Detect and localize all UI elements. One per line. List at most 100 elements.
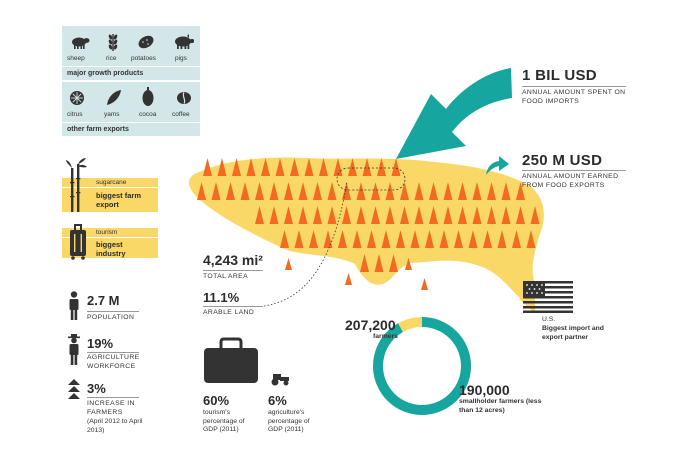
crop-triangle — [232, 158, 241, 176]
crop-triangle — [348, 158, 357, 176]
crop-triangle — [217, 158, 227, 176]
citrus-icon — [70, 91, 84, 105]
crop-triangle — [512, 230, 521, 248]
crop-triangle — [439, 230, 449, 248]
workforce-rule — [87, 352, 139, 353]
tourism-gdp-label: tourism's percentage of GDP (2011) — [203, 409, 245, 433]
total-area-label: TOTAL AREA — [203, 273, 249, 280]
workforce-label: AGRICULTURE WORKFORCE — [87, 354, 140, 370]
farm-exports-caption-bar — [62, 123, 200, 136]
farmers-label: farmers — [373, 333, 398, 340]
crop-triangle — [333, 158, 343, 176]
crop-triangle — [255, 206, 264, 224]
crop-triangle — [367, 230, 376, 248]
arable-leader-line — [263, 181, 348, 307]
crop-triangle — [338, 230, 347, 248]
island-shape — [188, 157, 544, 301]
growth-products-caption-bar — [62, 67, 200, 80]
food-exports-rule — [522, 170, 626, 171]
crop-triangle — [429, 182, 438, 200]
partner-country: U.S. — [542, 316, 556, 323]
crop-triangle — [374, 254, 384, 272]
crop-triangle — [284, 182, 293, 200]
crop-triangle — [323, 230, 333, 248]
farmers-ring — [373, 317, 471, 415]
crop-triangle — [356, 182, 366, 200]
luggage-icon — [70, 224, 86, 260]
total-area-value: 4,243 mi² — [203, 252, 263, 268]
cocoa-icon — [142, 87, 154, 106]
crop-triangle — [345, 273, 352, 285]
crop-triangle — [269, 206, 279, 224]
potato-icon — [138, 35, 154, 49]
crop-triangle — [472, 206, 482, 224]
island-map — [188, 157, 544, 301]
crop-triangle — [516, 206, 525, 224]
briefcase-icon — [204, 337, 258, 383]
sugarcane-icon — [66, 158, 87, 212]
crop-triangle — [385, 206, 395, 224]
farmers-value: 207,200 — [345, 317, 396, 333]
farmer-icon — [68, 334, 80, 365]
crop-triangle — [362, 158, 372, 176]
farmers-increase-rule — [87, 397, 139, 398]
total-area-rule — [203, 270, 263, 271]
tourism-gdp-value: 60% — [203, 393, 230, 408]
crop-triangle — [327, 182, 337, 200]
crop-triangle — [280, 230, 289, 248]
us-flag-icon — [523, 281, 573, 313]
growth-item-pigs: pigs — [175, 55, 187, 62]
crop-triangle — [356, 206, 366, 224]
arable-rule — [203, 306, 263, 307]
export-item-cocoa: cocoa — [139, 111, 157, 118]
crop-triangle — [313, 182, 322, 200]
crop-triangle — [468, 230, 478, 248]
crop-triangle — [458, 182, 467, 200]
crop-triangle — [501, 206, 511, 224]
crop-triangle — [454, 230, 463, 248]
crop-triangle — [391, 158, 401, 176]
ring-smallholder — [373, 317, 471, 415]
crop-triangle — [483, 230, 492, 248]
population-label: POPULATION — [87, 314, 135, 321]
crop-triangle — [371, 206, 380, 224]
tourism-small-bar — [62, 228, 158, 237]
crop-triangle — [203, 158, 212, 176]
sugarcane-title: biggest farm export — [96, 191, 142, 209]
crop-triangle — [275, 158, 285, 176]
tractor-icon — [271, 374, 289, 386]
crop-triangle — [410, 230, 420, 248]
food-exports-value: 250 M USD — [522, 152, 603, 169]
crop-triangle — [371, 182, 380, 200]
yam-icon — [107, 90, 121, 105]
crop-triangle — [327, 206, 337, 224]
crop-triangle — [309, 230, 318, 248]
farmers-increase-value: 3% — [87, 381, 106, 396]
crop-triangle — [487, 206, 496, 224]
crop-triangle — [421, 278, 428, 290]
pig-icon — [175, 34, 194, 49]
crop-triangle — [342, 182, 351, 200]
crop-triangle — [246, 158, 256, 176]
crop-triangle — [530, 206, 540, 224]
crop-triangle — [313, 206, 322, 224]
crop-triangle — [304, 158, 314, 176]
crop-triangle — [342, 206, 351, 224]
workforce-value: 19% — [87, 336, 114, 351]
crop-triangle — [385, 182, 395, 200]
crop-triangle — [226, 182, 235, 200]
crop-triangle — [352, 230, 362, 248]
crop-triangle — [294, 230, 304, 248]
crop-triangle — [255, 182, 264, 200]
crop-triangle — [414, 206, 424, 224]
sheep-icon — [72, 37, 90, 49]
arable-label: ARABLE LAND — [203, 309, 255, 316]
crop-triangle — [360, 254, 369, 272]
population-rule — [87, 311, 139, 312]
food-exports-label: ANNUAL AMOUNT EARNED FROM FOOD EXPORTS — [522, 173, 619, 189]
crop-triangle — [284, 206, 293, 224]
crop-triangle — [240, 182, 250, 200]
export-item-yams: yams — [104, 111, 120, 118]
imports-arrow-icon — [396, 68, 512, 159]
coffee-icon — [177, 92, 191, 104]
